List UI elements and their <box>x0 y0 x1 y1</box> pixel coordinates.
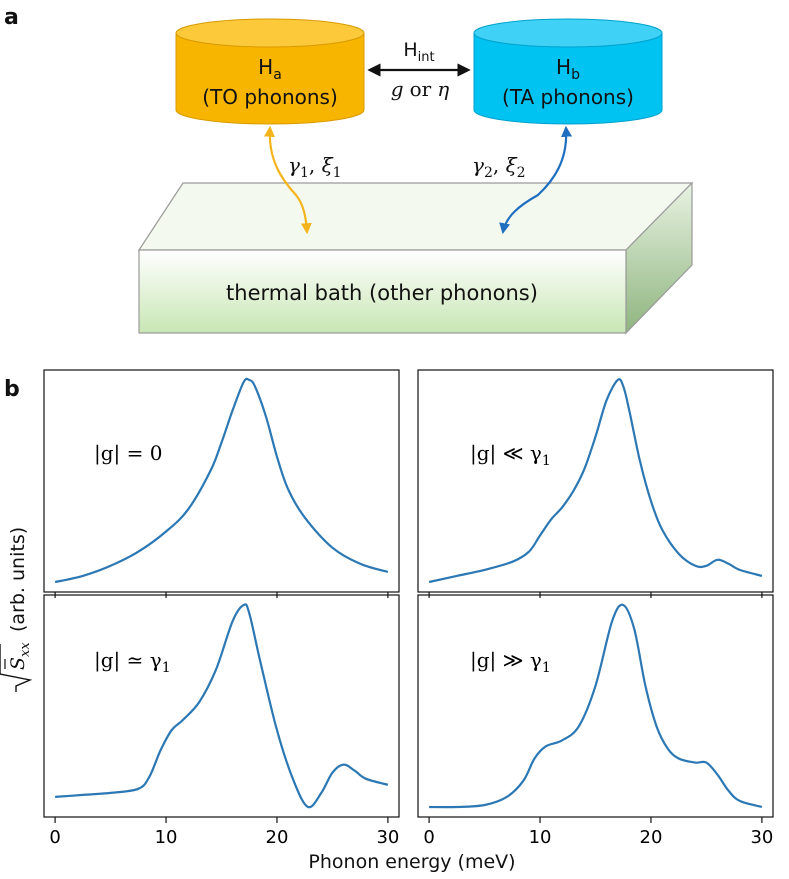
spectrum-panel-2: |g| ≪ γ1 <box>417 369 774 598</box>
x-tick-label: 20 <box>266 827 289 848</box>
plot-frame <box>417 369 774 593</box>
x-tick-label: 30 <box>750 827 773 848</box>
x-tick-label: 10 <box>529 827 552 848</box>
spectrum-line <box>429 603 763 809</box>
ha-description: (TO phonons) <box>202 85 338 109</box>
coupling-annotation: |g| ≪ γ1 <box>470 441 551 469</box>
ha-bath-arrow <box>263 125 312 235</box>
svg-text:(arb. units): (arb. units) <box>7 527 29 632</box>
panel-a-label: a <box>4 5 19 30</box>
hb-bath-rates: γ2, ξ2 <box>472 153 526 181</box>
spectrum-panel-3: |g| ≃ γ1 0 10 20 30 <box>43 594 400 848</box>
ha-cylinder: Ha (TO phonons) <box>175 18 365 125</box>
plot-frame <box>417 594 774 818</box>
hb-cylinder: Hb (TA phonons) <box>473 18 663 125</box>
hb-description: (TA phonons) <box>502 85 634 109</box>
y-axis-label: Sxx (arb. units) <box>0 527 33 692</box>
x-tick-label: 10 <box>155 827 178 848</box>
x-tick-label: 0 <box>423 827 434 848</box>
x-tick-label: 0 <box>49 827 60 848</box>
spectrum-panel-4: |g| ≫ γ1 0 10 20 30 <box>417 594 774 848</box>
interaction-label: Hint <box>403 39 434 65</box>
spectrum-line <box>54 377 389 584</box>
panel-b-label: b <box>4 377 20 402</box>
x-axis-label: Phonon energy (meV) <box>308 851 515 873</box>
hb-bath-arrow <box>499 125 573 235</box>
ha-title: Ha <box>258 55 282 83</box>
spectrum-panel-1: |g| = 0 <box>43 369 400 598</box>
spectrum-line <box>55 603 389 809</box>
x-tick-label: 30 <box>376 827 399 848</box>
coupling-annotation: |g| ≫ γ1 <box>470 648 551 676</box>
coupling-annotation: |g| ≃ γ1 <box>94 648 171 676</box>
spectra-grid: |g| = 0 |g| ≪ γ1 |g| ≃ γ1 0 10 20 30 |g| ≫ γ1 0 1… <box>43 369 774 848</box>
x-tick-label: 20 <box>640 827 663 848</box>
thermal-bath-label: thermal bath (other phonons) <box>226 281 538 305</box>
coupling-label: g or η <box>391 77 449 101</box>
plot-frame <box>43 594 400 818</box>
spectrum-line <box>428 378 763 584</box>
plot-frame <box>43 369 400 593</box>
coupling-annotation: |g| = 0 <box>94 441 162 466</box>
thermal-bath-box: thermal bath (other phonons) <box>137 181 694 335</box>
svg-text:Sxx: Sxx <box>7 642 33 670</box>
hb-title: Hb <box>556 55 580 83</box>
ha-bath-rates: γ1, ξ1 <box>288 153 342 181</box>
